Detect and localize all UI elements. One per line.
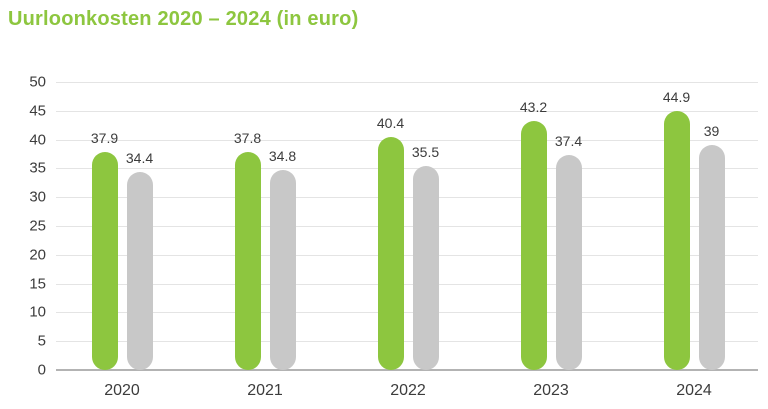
y-axis-tick-label-50: 50 — [29, 73, 46, 91]
gridline-30 — [56, 197, 758, 199]
value-label-green-2021: 37.8 — [233, 130, 262, 147]
gridline-10 — [56, 312, 758, 314]
gridline-15 — [56, 283, 758, 285]
y-axis-tick-label-20: 20 — [29, 246, 46, 264]
x-axis-label-2022: 2022 — [390, 382, 426, 399]
value-label-gray-2021: 34.8 — [268, 147, 297, 164]
value-label-gray-2023: 37.4 — [554, 132, 583, 149]
x-axis-label-2023: 2023 — [533, 382, 569, 399]
gridline-20 — [56, 254, 758, 256]
y-axis-tick-label-15: 15 — [29, 275, 46, 293]
value-label-green-2023: 43.2 — [519, 99, 548, 116]
x-axis-label-2024: 2024 — [676, 382, 712, 399]
x-axis-label-2021: 2021 — [247, 382, 283, 399]
value-label-gray-2022: 35.5 — [411, 143, 440, 160]
gridline-40 — [56, 139, 758, 141]
gridline-5 — [56, 341, 758, 343]
chart-title: Uurloonkosten 2020 – 2024 (in euro) — [8, 8, 359, 30]
y-axis-tick-label-45: 45 — [29, 102, 46, 120]
x-axis-baseline — [56, 369, 758, 371]
bar-green-2020 — [91, 151, 118, 370]
bar-green-2023 — [520, 121, 547, 370]
x-axis-label-2020: 2020 — [104, 382, 140, 399]
bar-gray-2024 — [698, 145, 725, 370]
gridline-25 — [56, 226, 758, 227]
y-axis-tick-label-5: 5 — [37, 332, 46, 350]
value-label-green-2024: 44.9 — [662, 89, 691, 106]
value-label-green-2022: 40.4 — [376, 115, 405, 132]
gridline-35 — [56, 168, 758, 170]
value-label-gray-2020: 34.4 — [125, 149, 154, 166]
value-label-green-2020: 37.9 — [90, 129, 119, 146]
y-axis-tick-label-0: 0 — [37, 361, 46, 379]
y-axis-tick-label-40: 40 — [29, 131, 46, 149]
y-axis-tick-label-10: 10 — [29, 303, 46, 321]
gridline-50 — [56, 82, 758, 83]
y-axis-tick-label-30: 30 — [29, 188, 46, 206]
bar-green-2022 — [377, 137, 404, 370]
gridline-45 — [56, 110, 758, 112]
bar-gray-2022 — [412, 165, 439, 370]
y-axis-tick-label-35: 35 — [29, 159, 46, 177]
value-label-gray-2024: 39 — [703, 123, 720, 140]
bar-gray-2020 — [126, 171, 153, 370]
y-axis-tick-label-25: 25 — [29, 217, 46, 235]
bar-gray-2021 — [269, 169, 296, 370]
bar-gray-2023 — [555, 154, 582, 370]
bar-green-2024 — [663, 111, 690, 370]
bar-green-2021 — [234, 152, 261, 370]
